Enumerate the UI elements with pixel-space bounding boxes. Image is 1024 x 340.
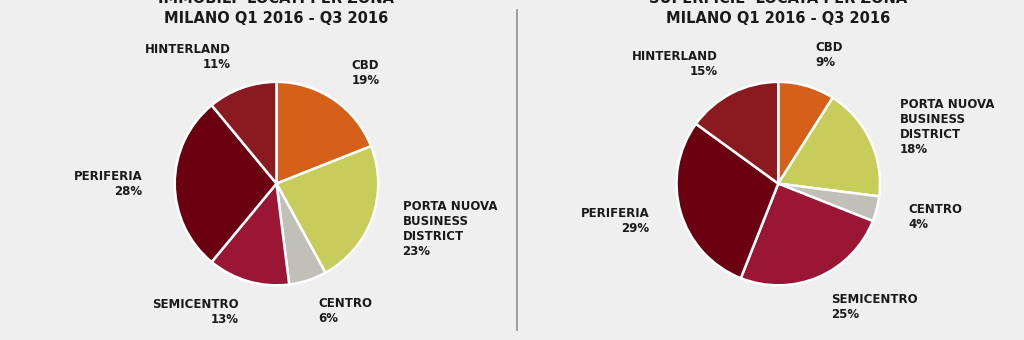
- Wedge shape: [276, 184, 326, 285]
- Text: HINTERLAND
15%: HINTERLAND 15%: [632, 50, 718, 78]
- Wedge shape: [696, 82, 778, 184]
- Text: CENTRO
6%: CENTRO 6%: [317, 297, 372, 325]
- Title: SUPERFICIE  LOCATA PER ZONA
MILANO Q1 2016 - Q3 2016: SUPERFICIE LOCATA PER ZONA MILANO Q1 201…: [649, 0, 907, 26]
- Wedge shape: [175, 105, 276, 262]
- Title: IMMOBILI  LOCATI PER ZONA
MILANO Q1 2016 - Q3 2016: IMMOBILI LOCATI PER ZONA MILANO Q1 2016 …: [159, 0, 394, 26]
- Text: PERIFERIA
28%: PERIFERIA 28%: [74, 170, 142, 198]
- Text: SEMICENTRO
13%: SEMICENTRO 13%: [153, 298, 239, 326]
- Wedge shape: [276, 82, 371, 184]
- Text: CBD
9%: CBD 9%: [816, 41, 843, 69]
- Wedge shape: [677, 124, 778, 278]
- Text: PERIFERIA
29%: PERIFERIA 29%: [581, 207, 649, 235]
- Text: CENTRO
4%: CENTRO 4%: [908, 203, 963, 231]
- Text: SEMICENTRO
25%: SEMICENTRO 25%: [831, 293, 919, 321]
- Text: HINTERLAND
11%: HINTERLAND 11%: [145, 44, 231, 71]
- Wedge shape: [778, 98, 880, 196]
- Wedge shape: [778, 184, 880, 221]
- Wedge shape: [212, 82, 276, 184]
- Wedge shape: [276, 146, 378, 273]
- Text: PORTA NUOVA
BUSINESS
DISTRICT
23%: PORTA NUOVA BUSINESS DISTRICT 23%: [402, 200, 497, 258]
- Wedge shape: [778, 82, 833, 184]
- Text: PORTA NUOVA
BUSINESS
DISTRICT
18%: PORTA NUOVA BUSINESS DISTRICT 18%: [899, 98, 994, 155]
- Wedge shape: [212, 184, 289, 285]
- Text: CBD
19%: CBD 19%: [352, 59, 380, 87]
- Wedge shape: [740, 184, 872, 285]
